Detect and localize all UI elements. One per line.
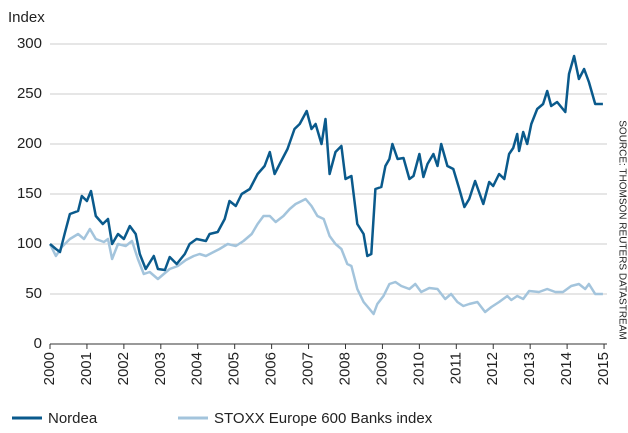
legend-label: Nordea [48, 410, 98, 427]
x-tick-label: 2013 [521, 352, 538, 385]
x-tick-label: 2010 [410, 352, 427, 385]
x-tick-label: 2011 [447, 352, 464, 384]
x-tick-label: 2007 [300, 352, 317, 385]
x-tick-label: 2015 [595, 352, 612, 385]
line [49, 54, 603, 272]
y-tick-label: 300 [17, 35, 42, 52]
x-tick-label: 2000 [41, 352, 58, 385]
line [48, 197, 603, 316]
x-tick-label: 2003 [152, 352, 169, 385]
x-tick-label: 2006 [263, 352, 280, 385]
source: SOURCE: THOMSON REUTERS DATASTREAM [616, 120, 627, 339]
x-tick-label: 2001 [78, 352, 95, 385]
x-tick-label: 2009 [373, 352, 390, 385]
y-tick-label: 150 [17, 185, 42, 202]
y-tick-label: 200 [17, 135, 42, 152]
x-tick-label: 2002 [115, 352, 132, 385]
x-tick-label: 2004 [189, 352, 206, 385]
y-tick-label: 100 [17, 235, 42, 252]
y-tick-label: 0 [34, 335, 42, 352]
legend-label: STOXX Europe 600 Banks index [214, 410, 433, 427]
x-tick-label: 2014 [558, 352, 575, 385]
x-tick-label: 2012 [484, 352, 501, 385]
y-tick-label: 250 [17, 85, 42, 102]
x-tick-label: 2008 [336, 352, 353, 385]
y-axis-label: Index [8, 9, 45, 26]
y-tick-label: 50 [25, 285, 42, 302]
x-tick-label: 2005 [226, 352, 243, 385]
